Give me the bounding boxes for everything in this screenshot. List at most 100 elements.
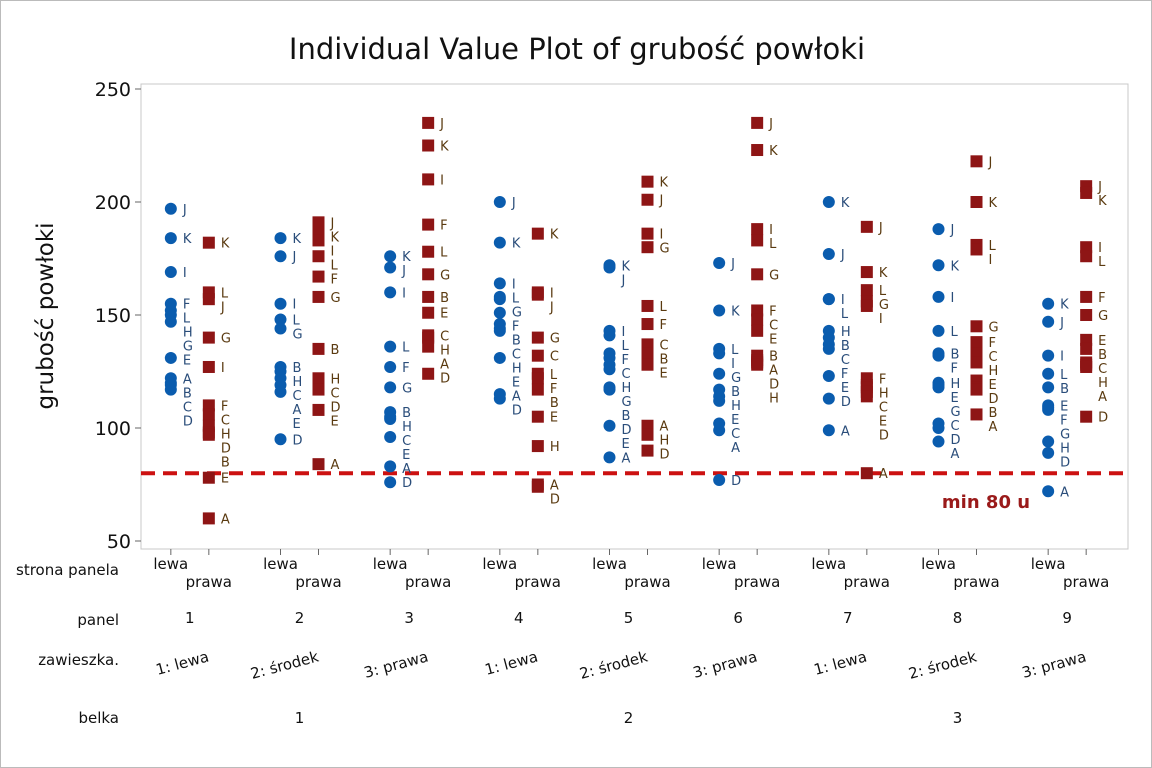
point-lewa-D xyxy=(274,433,287,446)
point-label: K xyxy=(293,232,302,247)
point-prawa-C xyxy=(312,374,325,387)
point-label: I xyxy=(660,228,664,243)
point-lewa-A xyxy=(822,424,835,437)
point-lewa-J xyxy=(1042,315,1055,328)
point-lewa-C xyxy=(384,412,397,425)
point-prawa-E xyxy=(641,358,654,371)
y-tick-label: 250 xyxy=(95,79,131,101)
point-label: K xyxy=(183,232,192,247)
row-label-belka: belka xyxy=(78,709,119,727)
point-label: I xyxy=(879,312,883,327)
side-label-prawa: prawa xyxy=(405,573,451,591)
reference-line-label: min 80 u xyxy=(942,492,1030,513)
point-label: L xyxy=(1060,368,1068,383)
point-label: K xyxy=(402,250,411,265)
point-label: H xyxy=(951,377,961,392)
point-label: E xyxy=(660,366,668,381)
point-label: F xyxy=(331,272,338,287)
point-label: L xyxy=(402,341,410,356)
point-lewa-D xyxy=(164,383,177,396)
point-label: E xyxy=(879,414,887,429)
point-label: C xyxy=(221,413,230,428)
point-label: F xyxy=(512,319,519,334)
point-label: G xyxy=(550,332,560,347)
point-prawa-C xyxy=(531,349,544,362)
point-label: I xyxy=(989,253,993,268)
point-label: A xyxy=(183,372,192,387)
point-label: G xyxy=(769,268,779,283)
point-label: I xyxy=(512,277,516,292)
point-prawa-K xyxy=(312,223,325,236)
point-label: E xyxy=(1060,399,1068,414)
panel-label: 1 xyxy=(185,609,195,627)
point-label: I xyxy=(402,286,406,301)
point-lewa-D xyxy=(493,392,506,405)
panel-label: 3 xyxy=(404,609,414,627)
point-lewa-L xyxy=(1042,367,1055,380)
point-lewa-A xyxy=(713,424,726,437)
point-lewa-K xyxy=(384,250,397,263)
zawieszka-label: 2: środek xyxy=(578,647,650,682)
point-label: D xyxy=(221,441,231,456)
point-label: A xyxy=(951,447,960,462)
point-label: C xyxy=(512,347,521,362)
point-label: H xyxy=(550,440,560,455)
point-label: H xyxy=(989,364,999,379)
point-prawa-L xyxy=(860,284,873,297)
point-lewa-F xyxy=(493,306,506,319)
point-label: D xyxy=(660,448,670,463)
point-label: D xyxy=(550,493,560,508)
point-label: I xyxy=(440,173,444,188)
point-prawa-K xyxy=(751,144,764,157)
point-prawa-A xyxy=(202,512,215,525)
point-label: D xyxy=(402,476,412,491)
point-prawa-F xyxy=(422,218,435,231)
point-label: B xyxy=(841,339,850,354)
point-lewa-K xyxy=(164,232,177,245)
point-label: L xyxy=(293,314,301,329)
point-label: F xyxy=(1060,413,1067,428)
point-lewa-J xyxy=(274,250,287,263)
point-prawa-A xyxy=(970,408,983,421)
point-label: L xyxy=(183,312,191,327)
point-label: I xyxy=(731,357,735,372)
point-label: G xyxy=(660,242,670,257)
point-lewa-J xyxy=(932,223,945,236)
point-label: K xyxy=(951,259,960,274)
point-prawa-G xyxy=(202,331,215,344)
point-label: J xyxy=(549,300,554,315)
point-lewa-G xyxy=(932,381,945,394)
side-label-prawa: prawa xyxy=(844,573,890,591)
point-prawa-F xyxy=(312,270,325,283)
point-label: I xyxy=(951,291,955,306)
point-label: G xyxy=(989,320,999,335)
point-label: D xyxy=(293,433,303,448)
point-label: G xyxy=(512,305,522,320)
point-label: L xyxy=(989,239,997,254)
point-label: D xyxy=(622,423,632,438)
point-label: I xyxy=(1060,350,1064,365)
point-label: E xyxy=(221,472,229,487)
point-label: C xyxy=(622,367,631,382)
point-label: H xyxy=(622,381,632,396)
point-label: B xyxy=(293,361,302,376)
point-lewa-I xyxy=(164,266,177,279)
point-label: L xyxy=(731,343,739,358)
point-label: L xyxy=(512,291,520,306)
point-prawa-E xyxy=(751,324,764,337)
point-lewa-E xyxy=(603,419,616,432)
point-prawa-E xyxy=(1080,333,1093,346)
point-label: L xyxy=(622,339,630,354)
point-label: H xyxy=(183,326,193,341)
point-prawa-A xyxy=(860,467,873,480)
point-label: J xyxy=(401,264,406,279)
point-label: H xyxy=(1098,376,1108,391)
x-axis: strona panelapanelzawieszka.belkalewapra… xyxy=(16,549,1109,727)
point-prawa-K xyxy=(531,227,544,240)
chart-title: Individual Value Plot of grubość powłoki xyxy=(289,32,865,66)
point-label: C xyxy=(841,353,850,368)
point-label: E xyxy=(183,354,191,369)
point-prawa-B xyxy=(531,383,544,396)
point-prawa-E xyxy=(531,410,544,423)
